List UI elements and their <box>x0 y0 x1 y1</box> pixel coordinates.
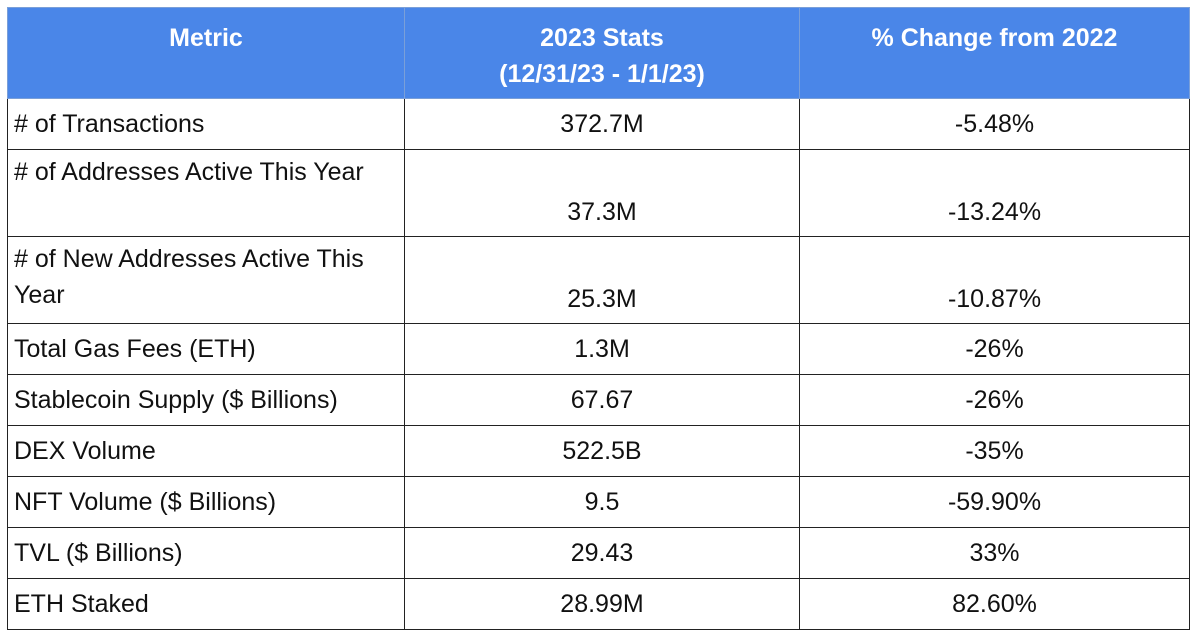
table-row: NFT Volume ($ Billions) 9.5 -59.90% <box>7 476 1190 528</box>
header-change: % Change from 2022 <box>799 7 1190 99</box>
value-cell: 29.43 <box>404 527 800 579</box>
change-cell: -26% <box>799 323 1190 375</box>
metric-cell: NFT Volume ($ Billions) <box>7 476 405 528</box>
header-stats-range: (12/31/23 - 1/1/23) <box>499 60 705 88</box>
metric-cell: Total Gas Fees (ETH) <box>7 323 405 375</box>
change-cell: -5.48% <box>799 98 1190 150</box>
metric-cell: ETH Staked <box>7 578 405 630</box>
change-cell: -13.24% <box>799 149 1190 237</box>
value-cell: 67.67 <box>404 374 800 426</box>
table-header: Metric 2023 Stats (12/31/23 - 1/1/23) % … <box>7 7 1190 99</box>
change-cell: 33% <box>799 527 1190 579</box>
table-row: ETH Staked 28.99M 82.60% <box>7 578 1190 630</box>
value-cell: 25.3M <box>404 236 800 324</box>
table-row: DEX Volume 522.5B -35% <box>7 425 1190 477</box>
change-cell: -26% <box>799 374 1190 426</box>
change-cell: -35% <box>799 425 1190 477</box>
stats-table: Metric 2023 Stats (12/31/23 - 1/1/23) % … <box>7 7 1190 630</box>
table-row: Total Gas Fees (ETH) 1.3M -26% <box>7 323 1190 375</box>
metric-cell: # of Addresses Active This Year <box>7 149 405 237</box>
value-cell: 37.3M <box>404 149 800 237</box>
table-row: Stablecoin Supply ($ Billions) 67.67 -26… <box>7 374 1190 426</box>
change-cell-text: -10.87% <box>947 285 1042 313</box>
value-cell-text: 37.3M <box>567 198 637 226</box>
table-row: # of Transactions 372.7M -5.48% <box>7 98 1190 150</box>
metric-cell: Stablecoin Supply ($ Billions) <box>7 374 405 426</box>
value-cell-text: 25.3M <box>567 285 637 313</box>
value-cell: 522.5B <box>404 425 800 477</box>
metric-cell: TVL ($ Billions) <box>7 527 405 579</box>
header-stats-title: 2023 Stats <box>540 24 664 52</box>
change-cell: -10.87% <box>799 236 1190 324</box>
value-cell: 372.7M <box>404 98 800 150</box>
value-cell: 9.5 <box>404 476 800 528</box>
table-body: # of Transactions 372.7M -5.48% # of Add… <box>7 98 1190 630</box>
metric-cell: # of New Addresses Active This Year <box>7 236 405 324</box>
header-metric-label: Metric <box>169 24 243 52</box>
change-cell: 82.60% <box>799 578 1190 630</box>
header-2023-stats: 2023 Stats (12/31/23 - 1/1/23) <box>404 7 800 99</box>
metric-cell: # of Transactions <box>7 98 405 150</box>
metric-cell: DEX Volume <box>7 425 405 477</box>
value-cell: 28.99M <box>404 578 800 630</box>
header-change-label: % Change from 2022 <box>871 24 1118 52</box>
change-cell-text: -13.24% <box>947 198 1042 226</box>
metric-cell-text: # of New Addresses Active This Year <box>14 245 364 309</box>
change-cell: -59.90% <box>799 476 1190 528</box>
table-row: TVL ($ Billions) 29.43 33% <box>7 527 1190 579</box>
header-row: Metric 2023 Stats (12/31/23 - 1/1/23) % … <box>7 7 1190 99</box>
metric-cell-text: # of Addresses Active This Year <box>14 158 364 186</box>
header-metric: Metric <box>7 7 405 99</box>
value-cell: 1.3M <box>404 323 800 375</box>
table-row: # of New Addresses Active This Year 25.3… <box>7 236 1190 324</box>
table-row: # of Addresses Active This Year 37.3M -1… <box>7 149 1190 237</box>
